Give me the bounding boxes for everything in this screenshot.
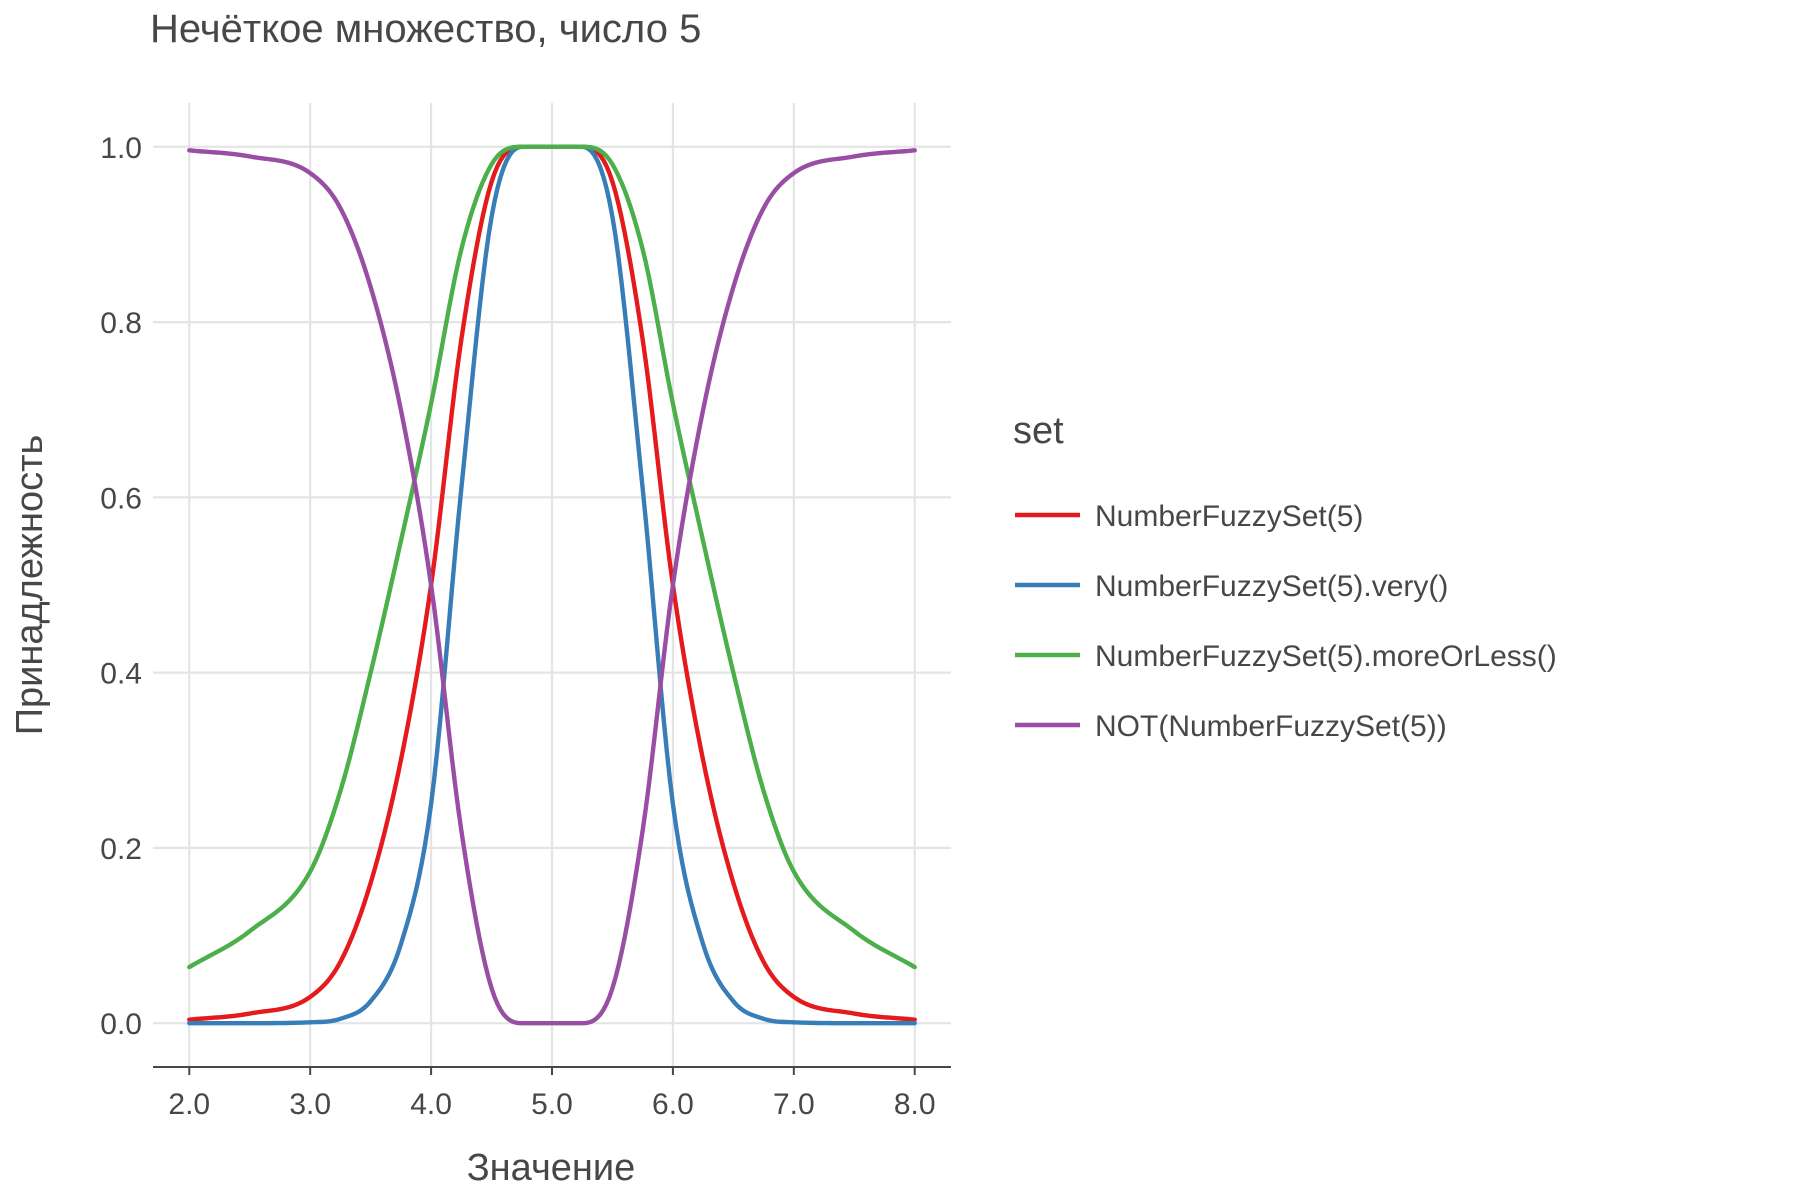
y-axis-label: Принадлежность [9,435,51,736]
legend-label: NOT(NumberFuzzySet(5)) [1095,710,1447,743]
x-axis-label: Значение [467,1147,636,1189]
series-lines [187,144,917,1026]
y-tick-label: 0.6 [100,482,142,515]
y-tick-labels: 0.0 0.2 0.4 0.6 0.8 1.0 [100,132,142,1041]
legend-item: NumberFuzzySet(5) [1015,500,1363,533]
x-tick-label: 7.0 [773,1088,815,1121]
legend-item: NumberFuzzySet(5).moreOrLess() [1015,640,1557,673]
legend-item: NumberFuzzySet(5).very() [1015,570,1448,603]
y-tick-label: 0.0 [100,1008,142,1041]
y-tick-label: 0.4 [100,658,142,691]
legend-item: NOT(NumberFuzzySet(5)) [1015,710,1447,743]
grid [153,103,951,1067]
legend: set NumberFuzzySet(5) NumberFuzzySet(5).v… [1013,410,1557,743]
y-tick-label: 0.2 [100,833,142,866]
series-line-4 [187,148,917,1026]
legend-label: NumberFuzzySet(5).very() [1095,570,1448,603]
legend-label: NumberFuzzySet(5).moreOrLess() [1095,640,1557,673]
y-tick-label: 0.8 [100,307,142,340]
x-tick-label: 5.0 [531,1088,573,1121]
x-axis [153,1066,951,1075]
x-tick-label: 6.0 [652,1088,694,1121]
x-tick-label: 8.0 [894,1088,936,1121]
x-tick-labels: 2.0 3.0 4.0 5.0 6.0 7.0 8.0 [168,1088,935,1121]
chart-title: Нечёткое множество, число 5 [150,7,701,51]
x-tick-label: 2.0 [168,1088,210,1121]
legend-label: NumberFuzzySet(5) [1095,500,1363,533]
x-tick-label: 3.0 [289,1088,331,1121]
legend-title: set [1013,410,1064,452]
series-line-3 [187,144,917,970]
legend-items: NumberFuzzySet(5) NumberFuzzySet(5).very(… [1015,500,1557,743]
x-tick-label: 4.0 [410,1088,452,1121]
y-tick-label: 1.0 [100,132,142,165]
